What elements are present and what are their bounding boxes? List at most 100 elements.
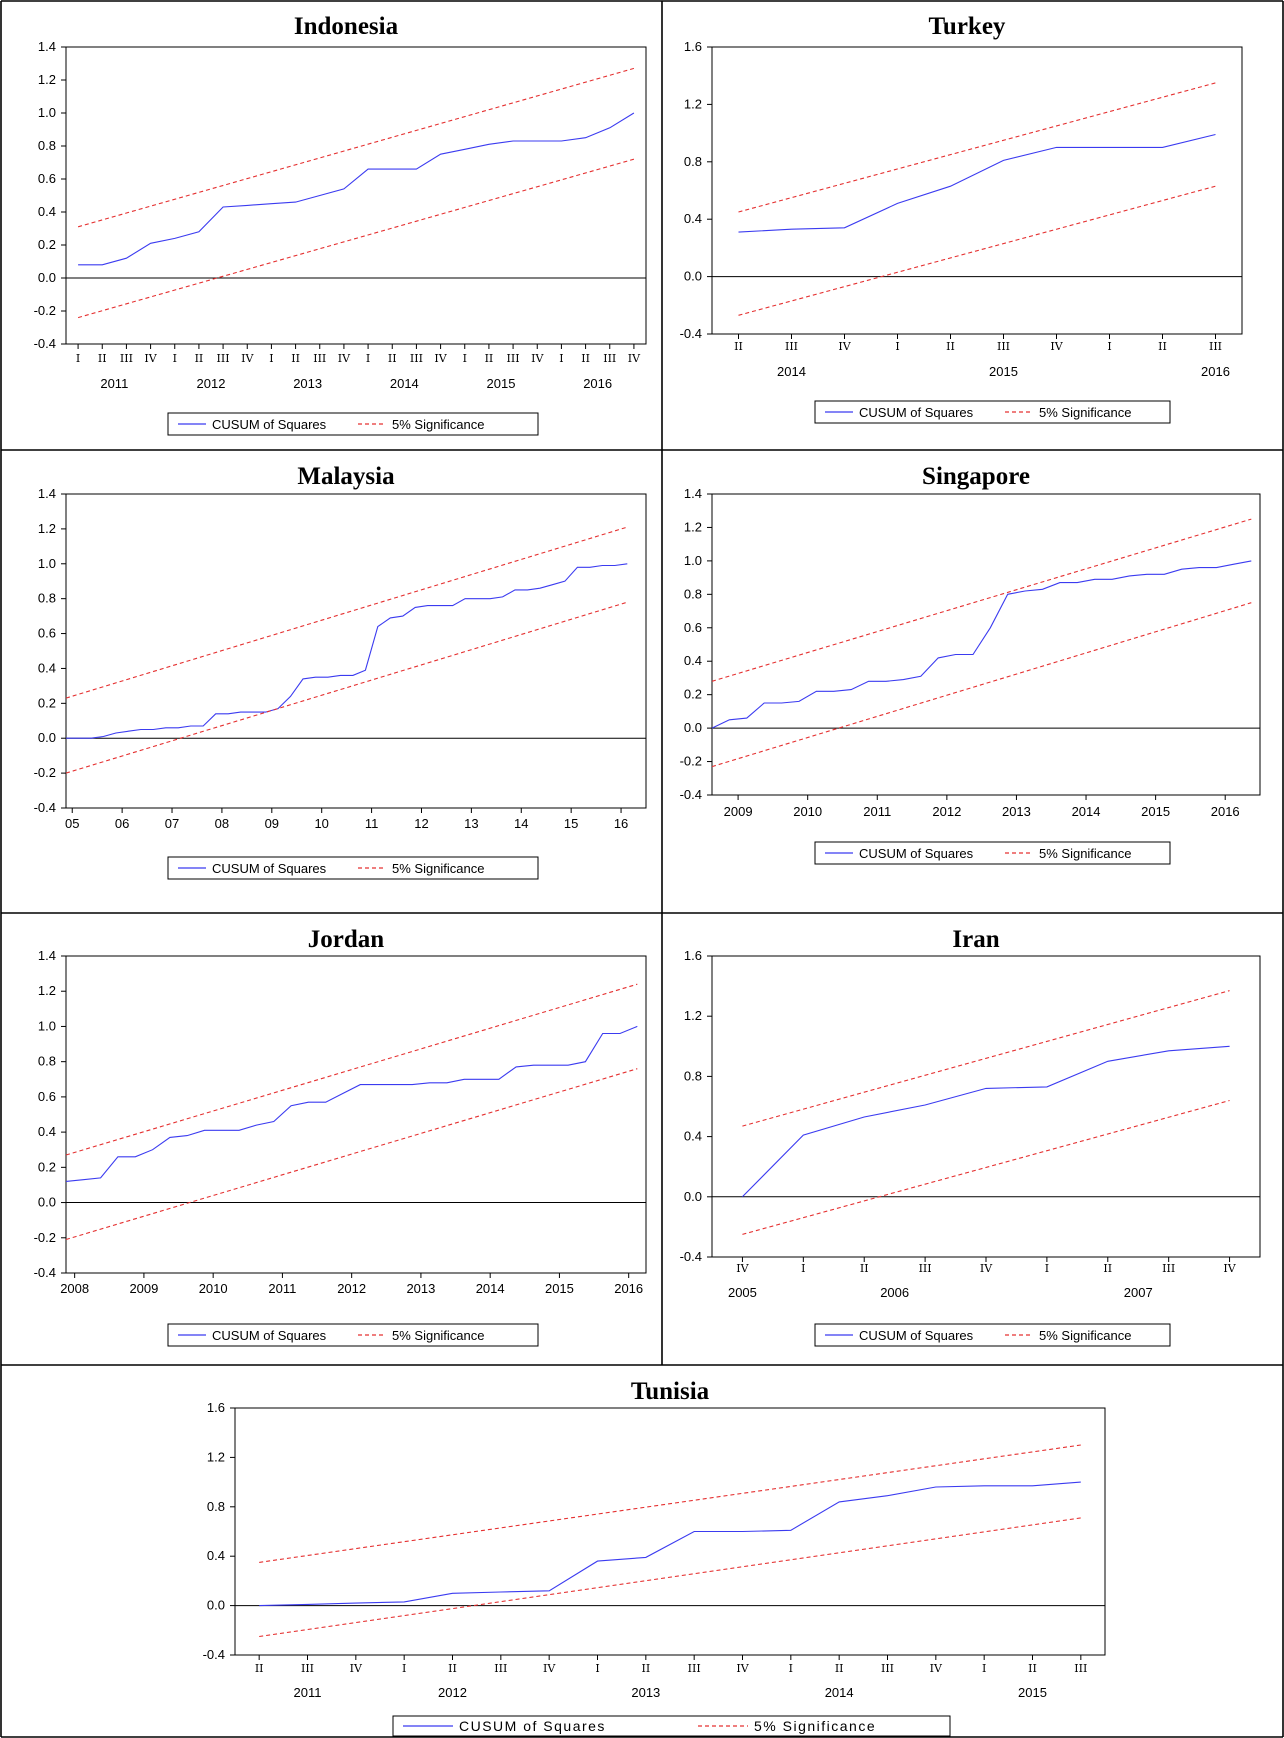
x-quarter-label: I: [982, 1662, 986, 1675]
x-quarter-label: II: [946, 340, 955, 353]
x-year-label: 2010: [793, 804, 822, 819]
x-year-label: 2015: [1018, 1685, 1047, 1700]
plot-frame: [711, 955, 1261, 1258]
x-year-label: 2016: [1201, 364, 1230, 379]
x-year-label: 2006: [880, 1285, 909, 1300]
x-quarter-label: I: [463, 352, 467, 365]
x-quarter-label: II: [1158, 340, 1167, 353]
x-year-label: 2011: [268, 1281, 296, 1296]
x-year-label: 2015: [545, 1281, 574, 1296]
legend: CUSUM of Squares 5% Significance: [814, 400, 1171, 424]
y-tick-label: 1.2: [38, 983, 56, 998]
x-quarter-label: III: [1162, 1262, 1175, 1275]
x-quarter-label: I: [1045, 1262, 1049, 1275]
y-tick-label: -0.4: [34, 336, 56, 351]
x-quarter-label: I: [173, 352, 177, 365]
y-tick-label: 1.2: [684, 96, 702, 111]
x-quarter-label: IV: [736, 1262, 749, 1275]
y-tick-label: 0.6: [38, 171, 56, 186]
y-tick-label: -0.2: [34, 1230, 56, 1245]
x-quarter-label: IV: [144, 352, 157, 365]
upper-significance-line: [77, 67, 635, 228]
chart-panel-jordan: Jordan 1.4 1.2 1.0 0.8 0.6 0.4 0.2 0.0 -0.2 -0.4 20…: [0, 913, 662, 1365]
legend-significance-label: 5% Significance: [392, 417, 485, 432]
y-tick-label: 0.0: [38, 1195, 56, 1210]
x-quarter-label: III: [494, 1662, 507, 1675]
x-year-label: 2007: [1124, 1285, 1153, 1300]
y-tick-label: 0.0: [684, 1189, 702, 1204]
x-quarter-label: I: [801, 1262, 805, 1275]
upper-significance-line: [65, 526, 628, 699]
y-tick-label: 1.0: [38, 556, 56, 571]
x-year-label: 2013: [631, 1685, 660, 1700]
lower-significance-line: [65, 601, 628, 774]
y-tick-label: 1.2: [38, 521, 56, 536]
y-tick-label: 0.4: [207, 1548, 225, 1563]
x-year-label: 2011: [100, 376, 128, 391]
x-quarter-label: II: [1103, 1262, 1112, 1275]
legend-significance-label: 5% Significance: [392, 861, 485, 876]
y-tick-label: 0.0: [684, 269, 702, 284]
chart-panel-malaysia: Malaysia 1.4 1.2 1.0 0.8 0.6 0.4 0.2 0.0 -0.2 -0.4…: [0, 450, 662, 913]
x-quarter-label: III: [785, 340, 798, 353]
x-quarter-label: II: [98, 352, 107, 365]
x-year-label: 2012: [337, 1281, 366, 1296]
y-tick-label: 1.4: [38, 948, 56, 963]
x-quarter-label: II: [291, 352, 300, 365]
legend-significance-label: 5% Significance: [754, 1718, 876, 1734]
y-tick-label: 0.8: [207, 1499, 225, 1514]
chart-svg: Singapore 1.4 1.2 1.0 0.8 0.6 0.4 0.2 0.0 -0.2 -0.…: [680, 463, 1261, 865]
y-tick-label: 0.6: [38, 626, 56, 641]
y-tick-label: 1.0: [684, 553, 702, 568]
chart-title: Malaysia: [297, 463, 395, 490]
legend-cusum-label: CUSUM of Squares: [212, 1328, 327, 1343]
y-tick-label: 0.4: [684, 1129, 702, 1144]
y-tick-label: 0.4: [38, 660, 56, 675]
x-year-label: 2010: [199, 1281, 228, 1296]
chart-svg: Jordan 1.4 1.2 1.0 0.8 0.6 0.4 0.2 0.0 -0.2 -0.4 20…: [34, 926, 647, 1347]
x-quarter-label: IV: [628, 352, 641, 365]
cusum-series-line: [259, 1481, 1081, 1607]
y-tick-label: 0.8: [38, 1054, 56, 1069]
x-year-label: 13: [464, 816, 478, 831]
x-quarter-label: III: [919, 1262, 932, 1275]
x-year-label: 2013: [406, 1281, 435, 1296]
chart-svg: Malaysia 1.4 1.2 1.0 0.8 0.6 0.4 0.2 0.0 -0.2 -0.4…: [34, 463, 647, 880]
chart-panel-indonesia: Indonesia 1.4 1.2 1.0 0.8 0.6 0.4 0.2 0.0 -0.2 -0.…: [0, 0, 662, 450]
x-quarter-label: III: [1209, 340, 1222, 353]
y-tick-label: 1.2: [207, 1449, 225, 1464]
cusum-series-line: [78, 112, 635, 266]
y-tick-label: -0.4: [34, 1265, 56, 1280]
legend-significance-label: 5% Significance: [392, 1328, 485, 1343]
y-tick-label: 0.0: [684, 720, 702, 735]
y-tick-label: 1.4: [38, 39, 56, 54]
legend: CUSUM of Squares 5% Significance: [167, 412, 539, 436]
x-quarter-label: I: [269, 352, 273, 365]
y-tick-label: 1.0: [38, 105, 56, 120]
x-quarter-label: II: [581, 352, 590, 365]
x-year-label: 2014: [1072, 804, 1101, 819]
y-tick-label: 0.2: [38, 695, 56, 710]
x-year-label: 2016: [614, 1281, 643, 1296]
x-year-label: 2005: [728, 1285, 757, 1300]
legend: CUSUM of Squares 5% Significance: [167, 1323, 539, 1347]
upper-significance-line: [259, 1444, 1081, 1563]
plot-frame: [65, 46, 647, 345]
y-tick-label: 1.4: [38, 486, 56, 501]
x-quarter-label: II: [448, 1662, 457, 1675]
x-year-label: 2011: [294, 1685, 322, 1700]
x-year-label: 2012: [197, 376, 226, 391]
x-quarter-label: III: [217, 352, 230, 365]
legend-cusum-label: CUSUM of Squares: [859, 1328, 974, 1343]
y-tick-label: 0.0: [38, 270, 56, 285]
x-year-label: 10: [314, 816, 328, 831]
lower-significance-line: [738, 185, 1216, 316]
chart-svg: Indonesia 1.4 1.2 1.0 0.8 0.6 0.4 0.2 0.0 -0.2 -0.…: [34, 13, 647, 436]
plot-frame: [65, 955, 647, 1274]
x-quarter-label: IV: [434, 352, 447, 365]
x-year-label: 2012: [438, 1685, 467, 1700]
y-tick-label: 0.8: [38, 138, 56, 153]
y-tick-label: 1.2: [38, 72, 56, 87]
x-year-label: 2014: [390, 376, 419, 391]
